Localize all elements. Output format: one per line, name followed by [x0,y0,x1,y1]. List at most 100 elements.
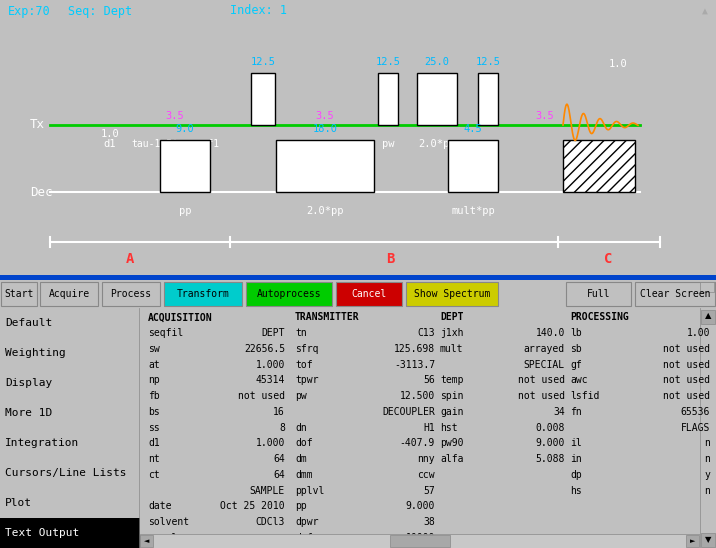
Bar [160,140,210,192]
Text: 38: 38 [423,517,435,527]
Text: 12.5: 12.5 [475,57,500,67]
Text: fb: fb [148,391,160,401]
Text: nt: nt [148,454,160,464]
Text: ▲: ▲ [705,311,711,321]
Text: 2.0*pw: 2.0*pw [418,139,456,149]
Text: 45314: 45314 [256,375,285,385]
Text: 2.0*pp: 2.0*pp [306,206,344,216]
Text: tpwr: tpwr [295,375,319,385]
Text: 9.000: 9.000 [406,501,435,511]
Bar [102,282,160,306]
Text: Tx: Tx [30,118,45,132]
Text: sfrq: sfrq [295,344,319,354]
Text: tn: tn [295,328,306,338]
Text: -407.9: -407.9 [400,438,435,448]
Text: Transform: Transform [177,289,229,299]
Text: not used: not used [663,359,710,370]
Text: ▲: ▲ [702,6,708,16]
Text: lsfid: lsfid [570,391,599,401]
Text: Cancel: Cancel [352,289,387,299]
Text: date: date [148,501,172,511]
Text: ◄: ◄ [145,538,150,544]
Text: Acquire: Acquire [49,289,90,299]
Bar [406,282,498,306]
Text: dmf: dmf [295,533,313,543]
Bar [251,73,275,125]
Text: not used: not used [663,344,710,354]
Text: Seq: Dept: Seq: Dept [68,4,132,18]
Text: DECOUPLER: DECOUPLER [382,407,435,417]
Text: 8: 8 [279,423,285,432]
Text: 22656.5: 22656.5 [244,344,285,354]
Bar [566,282,631,306]
Text: pw90: pw90 [440,438,463,448]
Text: arrayed: arrayed [524,344,565,354]
Bar [1,282,37,306]
Text: lb: lb [570,328,581,338]
Bar [0,275,716,280]
Text: 3.5: 3.5 [316,111,334,121]
Text: 125.698: 125.698 [394,344,435,354]
Text: Autoprocess: Autoprocess [257,289,321,299]
Text: il: il [570,438,581,448]
Text: n: n [704,454,710,464]
Text: 16: 16 [274,407,285,417]
Text: Exp:70: Exp:70 [8,4,51,18]
Text: not used: not used [518,375,565,385]
Text: 9.000: 9.000 [536,438,565,448]
Bar [140,535,153,547]
Text: ►: ► [690,538,696,544]
Text: at: at [148,359,160,370]
Text: ACQUISITION: ACQUISITION [148,312,213,322]
Text: 3.5: 3.5 [165,111,185,121]
Text: dp: dp [570,470,581,480]
Text: 64: 64 [274,470,285,480]
Bar [276,140,374,192]
Text: 3.5: 3.5 [536,111,554,121]
Text: Weighting: Weighting [5,348,66,358]
Bar [40,282,98,306]
Text: not used: not used [663,375,710,385]
Bar [336,282,402,306]
Text: C13: C13 [417,328,435,338]
Text: 4.5: 4.5 [464,124,483,134]
Text: np: np [148,375,160,385]
Text: Start: Start [4,289,34,299]
Text: 12.5: 12.5 [251,57,276,67]
Bar [378,73,398,125]
Bar [448,140,498,192]
Text: Text Output: Text Output [5,528,79,538]
Text: 64: 64 [274,454,285,464]
Bar [701,310,715,324]
Text: 1.00: 1.00 [687,328,710,338]
Text: 56: 56 [423,375,435,385]
Text: dof: dof [295,438,313,448]
Text: in: in [570,454,581,464]
Text: gain: gain [440,407,463,417]
Text: seqfil: seqfil [148,328,183,338]
Text: hst: hst [440,423,458,432]
Text: alfa: alfa [440,454,463,464]
Text: More 1D: More 1D [5,408,52,418]
Text: Oct 25 2010: Oct 25 2010 [221,501,285,511]
Bar [700,282,714,292]
Text: d1: d1 [148,438,160,448]
Text: ▼: ▼ [705,535,711,545]
Text: Index: 1: Index: 1 [230,4,287,18]
Text: 5.088: 5.088 [536,454,565,464]
Text: 1.000: 1.000 [256,359,285,370]
Text: y: y [704,470,710,480]
Text: n: n [704,486,710,495]
Text: nny: nny [417,454,435,464]
Text: sb: sb [570,344,581,354]
Text: not used: not used [238,391,285,401]
Text: dn: dn [295,423,306,432]
Text: pp: pp [179,206,191,216]
Text: tau-1.5*pp-rof1: tau-1.5*pp-rof1 [131,139,219,149]
Bar [246,282,332,306]
Text: sw: sw [148,344,160,354]
Text: C: C [604,252,612,266]
Text: Clear Screen: Clear Screen [640,289,710,299]
Text: 12.500: 12.500 [400,391,435,401]
Text: 9.0: 9.0 [175,124,194,134]
